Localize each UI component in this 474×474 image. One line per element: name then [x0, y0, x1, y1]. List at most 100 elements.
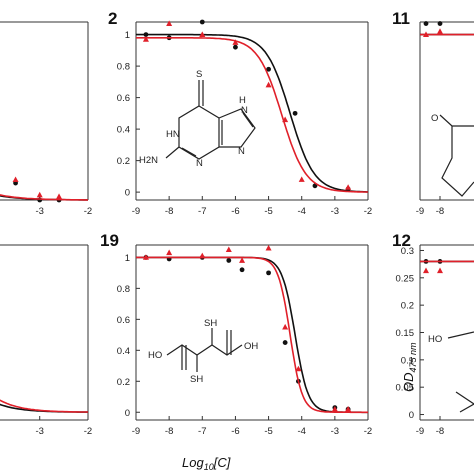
x-tick-label: -3: [331, 426, 339, 437]
fit-curve-red: [136, 36, 368, 193]
x-tick-label: -3: [35, 426, 43, 437]
y-tick-label: 0.3: [401, 246, 414, 257]
y-tick-label: 1: [125, 30, 130, 41]
data-point-red: [265, 244, 272, 251]
data-point-red: [423, 31, 429, 38]
x-tick-label: -2: [364, 426, 372, 437]
fit-curve-black: [136, 33, 368, 193]
y-tick-label: 0.1: [401, 355, 414, 366]
data-point-black: [239, 267, 245, 273]
panel-19-label: 19: [100, 231, 119, 250]
data-point-red: [166, 20, 173, 26]
atom-h2n: H2N: [139, 155, 158, 166]
x-tick-label: -5: [264, 206, 272, 217]
fit-curve-red: [136, 256, 368, 414]
data-point-red: [142, 254, 149, 260]
atom-n-ring: N: [196, 158, 203, 169]
data-point-red: [295, 365, 302, 372]
atom-hn: HN: [166, 129, 180, 140]
atom-sh-bottom: SH: [190, 374, 203, 385]
panel-2-label: 2: [108, 9, 117, 28]
data-point-red: [298, 176, 305, 182]
x-tick-label: -9: [132, 206, 140, 217]
x-tick-label: -7: [198, 206, 206, 217]
panel-12: 12 -9 -8 0 0.05 0.1 0.15 0.2 0.25 0.3: [392, 231, 474, 437]
atom-sh-top: SH: [204, 318, 217, 329]
y-tick-label: 0.6: [117, 315, 130, 326]
data-point-red: [265, 81, 272, 88]
data-point-red: [331, 405, 338, 412]
data-point-black: [226, 258, 232, 263]
x-tick-label: -6: [231, 206, 239, 217]
data-point-red: [437, 28, 443, 34]
x-tick-label: -2: [84, 426, 92, 437]
fit-curve-red: [0, 194, 88, 201]
x-axis-title-log: Log: [182, 455, 204, 470]
x-tick-label: -8: [165, 206, 173, 217]
panel-12-label: 12: [392, 231, 411, 250]
panel-bottom-left-partial: -3 -2: [0, 244, 92, 437]
y-tick-label: 0.15: [396, 328, 415, 339]
y-tick-label: 0: [125, 408, 130, 419]
panel-top-left-partial: -3 -2: [0, 21, 92, 217]
x-tick-label: -9: [416, 206, 424, 217]
x-tick-label: -3: [35, 206, 43, 217]
atom-o: O: [431, 113, 438, 124]
x-axis-title-c: [C]: [213, 455, 231, 470]
atom-n-imidazole: N: [241, 105, 248, 116]
atom-ho: HO: [148, 350, 162, 361]
panel-11: 11 -9 -8: [392, 9, 474, 217]
y-axis-title-od-sub: 475 nm: [408, 342, 418, 373]
y-tick-label: 0.2: [117, 377, 130, 388]
x-tick-label: -5: [264, 426, 272, 437]
structure-compound-19: SH HO OH SH: [148, 318, 258, 385]
data-point-black: [423, 21, 429, 26]
data-point-red: [199, 252, 206, 259]
x-axis-title-sub: 10: [204, 462, 214, 472]
y-tick-label: 0.2: [117, 156, 130, 167]
data-point-red: [56, 193, 63, 200]
data-point-black: [199, 19, 205, 25]
y-tick-label: 1: [125, 253, 130, 264]
x-axis-title: Log10[C]: [182, 455, 231, 472]
data-point-black: [292, 110, 298, 116]
data-point-red: [345, 405, 352, 412]
data-point-red: [239, 257, 246, 263]
panel-19: 19 -9 -8 -7 -6 -5 -4 -3 -2 0 0.2 0.4 0.6 0.8 1: [100, 231, 372, 437]
data-point-red: [142, 36, 149, 42]
atom-h: H: [239, 95, 246, 106]
x-tick-label: -3: [331, 206, 339, 217]
data-point-red: [423, 267, 429, 274]
atom-s: S: [196, 69, 202, 80]
y-tick-label: 0.4: [117, 125, 130, 136]
x-tick-label: -6: [231, 426, 239, 437]
panel-11-label: 11: [392, 9, 410, 28]
y-tick-label: 0.25: [396, 273, 415, 284]
atom-n-lower: N: [238, 146, 245, 157]
data-point-black: [266, 66, 271, 72]
data-point-red: [282, 323, 289, 330]
x-tick-label: -8: [436, 206, 444, 217]
structure-compound-2: S HN H N H2N N N: [139, 69, 256, 169]
y-axis-title-od: OD475 nm: [401, 342, 418, 392]
data-point-red: [12, 176, 19, 183]
y-axis-title-od-main: OD: [401, 373, 416, 393]
panel-2: 2 -9 -8 -7 -6 -5 -4 -3 -2 0 0.2 0.4 0.6 0.8 1: [108, 9, 372, 217]
data-point-red: [232, 39, 239, 45]
structure-compound-11: O: [431, 113, 474, 197]
x-tick-label: -9: [132, 426, 140, 437]
y-tick-label: 0.2: [401, 301, 414, 312]
structure-compound-12: HO: [428, 331, 474, 413]
data-point-black: [437, 21, 443, 26]
y-tick-label: 0.8: [117, 284, 130, 295]
x-tick-label: -2: [364, 206, 372, 217]
x-tick-label: -8: [436, 426, 444, 437]
data-point-red: [437, 267, 443, 274]
data-point-red: [225, 246, 232, 253]
data-point-red: [345, 184, 352, 190]
data-point-black: [266, 270, 271, 276]
data-point-black: [143, 32, 149, 38]
y-tick-label: 0: [125, 188, 130, 199]
y-tick-label: 0.8: [117, 62, 130, 73]
